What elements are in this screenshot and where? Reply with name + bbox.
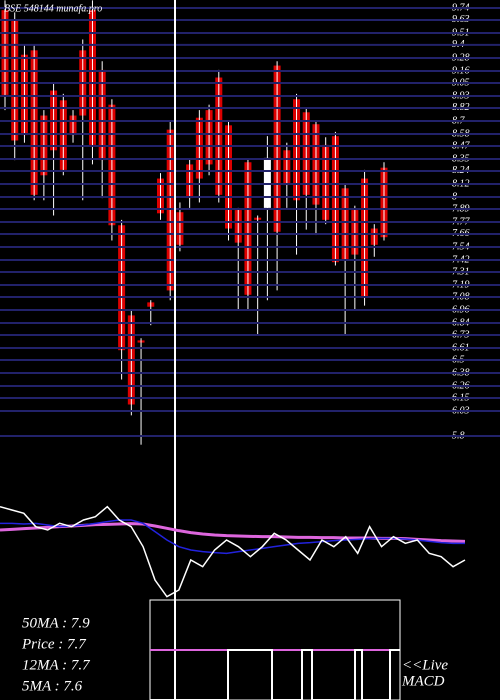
- macd-label: MACD: [401, 673, 445, 689]
- chart-title: BSE 548144 munafa.pro: [4, 3, 102, 14]
- ma-label: 5MA : 7.6: [22, 678, 83, 694]
- ma-label: 12MA : 7.7: [22, 657, 91, 673]
- ma-label: 50MA : 7.9: [22, 615, 90, 631]
- ma-label: Price : 7.7: [21, 636, 87, 652]
- macd-label: <<Live: [402, 657, 448, 673]
- ma-line: [0, 505, 466, 598]
- macd-box: [149, 599, 401, 700]
- ma-line: [0, 519, 465, 555]
